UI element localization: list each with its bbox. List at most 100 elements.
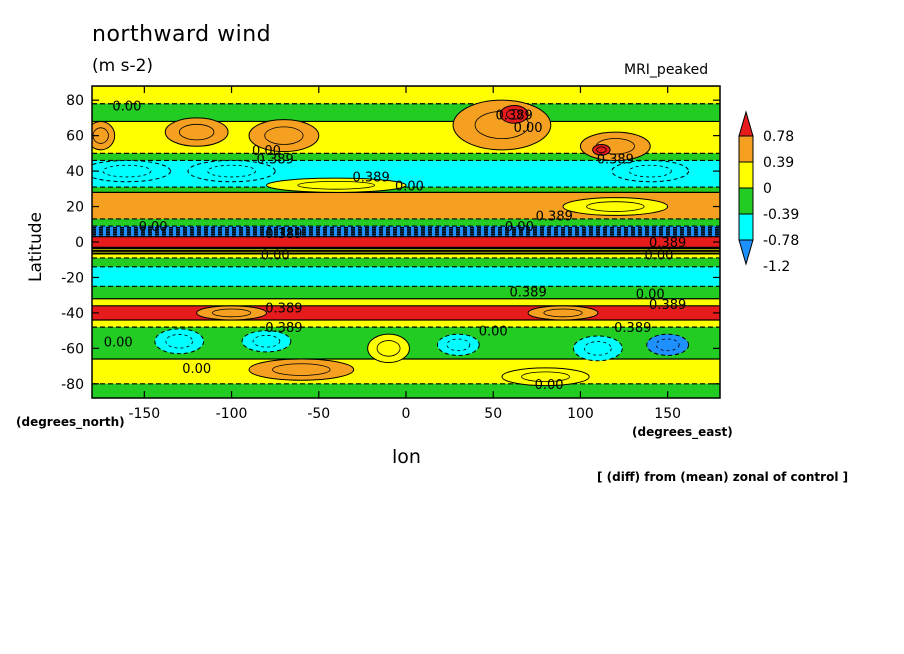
- contour-line: [584, 341, 612, 356]
- contour-line: [165, 334, 194, 349]
- zonal-band: [92, 359, 720, 384]
- contour-label: 0.00: [514, 121, 543, 136]
- zonal-band: [92, 236, 720, 248]
- contour-label: 0.00: [252, 144, 281, 159]
- contour-region: [367, 333, 410, 364]
- zonal-band: [92, 86, 720, 104]
- zonal-band: [92, 266, 720, 287]
- zonal-band: [92, 153, 720, 161]
- contour-region: [611, 159, 690, 183]
- zonal-band: [92, 257, 720, 267]
- x-axis-label: lon: [392, 446, 421, 468]
- contour-label: 0.389: [353, 170, 390, 185]
- contour-line: [178, 123, 215, 141]
- contour-label: 0.389: [265, 227, 302, 242]
- x-tick-label: -50: [307, 406, 330, 422]
- contour-label: 0.00: [112, 100, 141, 115]
- contour-label: 0.00: [636, 287, 665, 302]
- contour-line: [252, 335, 281, 348]
- contour-region: [562, 197, 669, 216]
- y-tick-label: -20: [61, 270, 84, 286]
- y-tick-label: 20: [66, 200, 84, 216]
- contour-label: 0.00: [644, 248, 673, 263]
- model-label: MRI_peaked: [624, 62, 709, 78]
- contour-label: 0.389: [265, 302, 302, 317]
- contour-label: 0.389: [536, 209, 573, 224]
- colorbar-label: -0.78: [763, 233, 799, 249]
- contour-line: [207, 164, 256, 178]
- contour-label: 0.00: [479, 325, 508, 340]
- contour-line: [264, 126, 304, 145]
- contour-label: 0.00: [505, 220, 534, 235]
- contour-region: [501, 367, 590, 387]
- x-tick-label: 150: [654, 406, 681, 422]
- plot-axes: -150 -100 -50 0 50 100 150 -80 -60 -40 -20 0 20 40 60 8…: [61, 85, 721, 422]
- zonal-band: [92, 320, 720, 328]
- contour-label: 0.389: [649, 298, 686, 313]
- colorbar-label: 0.78: [763, 129, 794, 145]
- y-tick-label: 60: [66, 129, 84, 145]
- zonal-band: [92, 187, 720, 193]
- zonal-band: [92, 383, 720, 398]
- contour-label: 0.389: [614, 321, 651, 336]
- contour-region: [248, 119, 320, 153]
- colorbar-label: 0: [763, 181, 772, 197]
- zonal-band: [92, 103, 720, 122]
- x-tick-label: 100: [567, 406, 594, 422]
- contour-region: [196, 305, 267, 321]
- contour-line: [211, 308, 252, 318]
- zonal-band: [92, 298, 720, 306]
- y-tick-label: 0: [75, 235, 84, 251]
- x-units-label: (degrees_east): [632, 425, 733, 439]
- chart-title: northward wind: [92, 22, 272, 47]
- contour-line: [628, 164, 672, 178]
- y-tick-label: -80: [61, 377, 84, 393]
- colorbar-label: -0.39: [763, 207, 799, 223]
- contour-label: 0.389: [597, 153, 634, 168]
- contour-line: [521, 371, 570, 383]
- contour-label: 0.389: [257, 153, 294, 168]
- contour-line: [297, 180, 376, 190]
- contour-label: 0.00: [182, 362, 211, 377]
- colorbar: 0.78 0.39 0 -0.39 -0.78 -1.2: [738, 110, 799, 275]
- contour-label: 0.389: [649, 236, 686, 251]
- colorbar-label: 0.39: [763, 155, 794, 171]
- contour-label: 0.00: [395, 179, 424, 194]
- contour-region: [436, 333, 480, 356]
- x-tick-label: 50: [484, 406, 502, 422]
- contour-line: [102, 164, 152, 178]
- contour-line: [272, 363, 331, 376]
- contour-region: [499, 105, 529, 124]
- contour-region: [164, 117, 229, 147]
- contour-region: [92, 120, 116, 151]
- chart-units: (m s-2): [92, 56, 154, 76]
- colorbar-label: -1.2: [763, 259, 790, 275]
- contour-label: 0.389: [496, 108, 533, 123]
- contour-line: [596, 146, 607, 154]
- contour-label: 0.00: [261, 248, 290, 263]
- contour-region: [241, 330, 292, 353]
- zonal-band: [92, 286, 720, 299]
- colorbar-segment: [738, 187, 754, 215]
- y-tick-label: 80: [66, 93, 84, 109]
- colorbar-segment: [738, 110, 754, 137]
- contour-line: [446, 338, 471, 352]
- contour-region: [592, 144, 611, 156]
- colorbar-segment: [738, 239, 754, 266]
- contour-region: [248, 358, 355, 381]
- contour-region: [265, 177, 407, 193]
- contour-line: [543, 308, 583, 318]
- x-tick-label: -100: [216, 406, 248, 422]
- contour-line: [655, 338, 680, 352]
- zonal-band: [92, 226, 720, 237]
- x-tick-label: 0: [402, 406, 411, 422]
- contour-region: [572, 335, 623, 362]
- contour-region: [154, 328, 205, 355]
- zonal-band: [92, 305, 720, 320]
- colorbar-segment: [738, 135, 754, 163]
- contour-region: [92, 159, 171, 183]
- diff-note: [ (diff) from (mean) zonal of control ]: [597, 470, 849, 484]
- contour-region: [646, 333, 690, 356]
- contour-line: [376, 340, 401, 357]
